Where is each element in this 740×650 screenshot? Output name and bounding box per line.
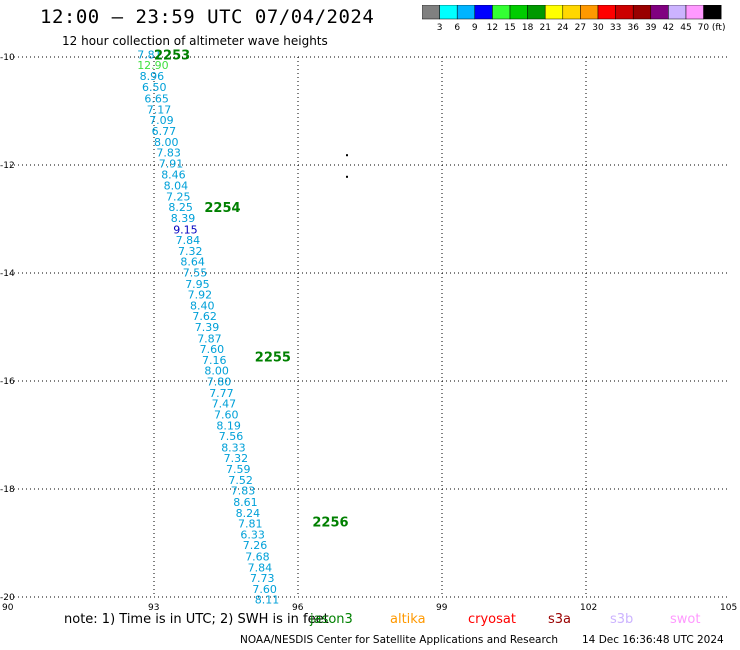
y-tick-label: -12 — [0, 161, 15, 171]
wave-height-point: 8.11 — [255, 594, 279, 607]
y-tick-label: -10 — [0, 53, 15, 63]
wave-height-point: 7.81 — [238, 518, 263, 531]
wave-height-point: 8.04 — [164, 180, 189, 193]
wave-height-point: 7.32 — [224, 452, 249, 465]
x-tick-label: 99 — [436, 603, 448, 612]
wave-height-point: 7.56 — [219, 430, 244, 443]
colorbar-label: 3 — [437, 23, 443, 33]
wave-height-point: 7.73 — [250, 572, 275, 585]
time-label: 2256 — [312, 515, 348, 530]
x-tick-label: 105 — [720, 603, 737, 612]
wave-height-chart: 90 93 96 99 102 105-10-12-14-16-18-207.8112.9… — [0, 48, 737, 612]
wave-height-point: 7.47 — [212, 398, 237, 411]
wave-height-point: 7.68 — [245, 551, 270, 564]
x-tick-label: 96 — [292, 603, 304, 612]
wave-height-point: 8.24 — [236, 507, 261, 520]
satellite-legend-s3b: s3b — [610, 612, 634, 627]
wave-height-point: 8.00 — [154, 136, 179, 149]
wave-height-point: 7.39 — [195, 321, 220, 334]
wave-height-point: 8.46 — [161, 169, 186, 182]
wave-height-point: 7.77 — [209, 387, 234, 400]
satellite-legend-altika: altika — [390, 612, 426, 627]
wave-height-point: 8.61 — [233, 496, 258, 509]
page-subtitle: 12 hour collection of altimeter wave hei… — [62, 34, 328, 48]
wave-height-point: 7.84 — [176, 234, 201, 247]
time-label: 2253 — [154, 48, 190, 63]
credit-text: NOAA/NESDIS Center for Satellite Applica… — [240, 634, 558, 646]
wave-height-point: 8.25 — [168, 201, 193, 214]
x-tick-label: 102 — [580, 603, 597, 612]
wave-height-point: 8.96 — [140, 70, 165, 83]
wave-height-point: 8.39 — [171, 212, 196, 225]
isolated-mark — [346, 154, 348, 157]
wave-height-point: 12.90 — [137, 59, 169, 72]
colorbar-label: 39 — [645, 23, 657, 33]
wave-height-point: 7.80 — [207, 376, 232, 389]
x-tick-label: 90 — [2, 603, 14, 612]
colorbar-label: 18 — [522, 23, 534, 33]
wave-height-point: 6.33 — [240, 528, 265, 541]
wave-height-point: 8.19 — [216, 419, 241, 432]
wave-height-point: 7.83 — [231, 485, 256, 498]
colorbar-label: 21 — [539, 23, 550, 33]
colorbar-label: 15 — [504, 23, 515, 33]
satellite-legend-cryosat: cryosat — [468, 612, 516, 627]
wave-height-point: 7.32 — [178, 245, 203, 258]
wave-height-point: 8.64 — [180, 256, 205, 269]
colorbar-label: 42 — [663, 23, 674, 33]
wave-height-point: 7.09 — [149, 114, 174, 127]
satellite-legend-swot: swot — [670, 612, 701, 627]
colorbar-swatch — [703, 5, 722, 20]
satellite-legend-jason3: jason3 — [310, 612, 353, 627]
wave-height-point: 7.83 — [156, 147, 181, 160]
wave-height-point: 7.52 — [228, 474, 253, 487]
wave-height-point: 8.40 — [190, 299, 215, 312]
wave-height-point: 7.62 — [192, 310, 217, 323]
colorbar-label: 45 — [680, 23, 691, 33]
y-tick-label: -18 — [0, 485, 15, 495]
wave-height-point: 7.95 — [185, 278, 210, 291]
colorbar-label: 70 (ft) — [698, 23, 726, 33]
colorbar-label: 24 — [557, 23, 569, 33]
y-tick-label: -14 — [0, 269, 15, 279]
wave-height-point: 7.17 — [147, 103, 172, 116]
colorbar-label: 27 — [575, 23, 586, 33]
wave-height-point: 7.60 — [200, 343, 225, 356]
y-tick-label: -16 — [0, 377, 15, 387]
wave-height-point: 7.25 — [166, 190, 191, 203]
footer-note: note: 1) Time is in UTC; 2) SWH is in fe… — [64, 612, 329, 627]
satellite-legend-s3a: s3a — [548, 612, 572, 627]
wave-height-point: 7.84 — [248, 561, 273, 574]
wave-height-point: 9.15 — [173, 223, 198, 236]
x-tick-label: 93 — [148, 603, 159, 612]
colorbar-label: 6 — [454, 23, 460, 33]
wave-height-point: 7.87 — [197, 332, 222, 345]
wave-height-point: 8.00 — [204, 365, 229, 378]
color-scale-legend: 3 6 9 12 15 18 21 24 27 30 33 36 39 42 45 70 (ft) — [422, 5, 726, 33]
wave-height-point: 7.16 — [202, 354, 227, 367]
wave-height-point: 6.77 — [152, 125, 177, 138]
time-label: 2255 — [255, 351, 291, 366]
colorbar-label: 36 — [627, 23, 639, 33]
wave-height-point: 7.60 — [252, 583, 277, 596]
wave-height-point: 6.50 — [142, 81, 167, 94]
y-tick-label: -20 — [0, 593, 15, 603]
page-title: 12:00 – 23:59 UTC 07/04/2024 — [40, 6, 375, 28]
wave-height-point: 8.33 — [221, 441, 246, 454]
time-label: 2254 — [204, 201, 240, 216]
wave-height-point: 7.91 — [159, 157, 184, 170]
colorbar-label: 9 — [472, 23, 478, 33]
colorbar-label: 33 — [610, 23, 621, 33]
wave-height-point: 7.60 — [214, 408, 239, 421]
wave-height-point: 7.26 — [243, 539, 267, 552]
wave-height-point: 7.59 — [226, 463, 251, 476]
wave-height-point: 7.92 — [188, 289, 213, 302]
wave-height-point: 7.55 — [183, 266, 208, 279]
generated-timestamp: 14 Dec 16:36:48 UTC 2024 — [582, 634, 724, 646]
colorbar-label: 30 — [592, 23, 604, 33]
isolated-mark — [346, 175, 348, 178]
wave-height-point: 6.65 — [144, 93, 169, 106]
wave-height-point: 7.81 — [137, 48, 162, 61]
colorbar-label: 12 — [487, 23, 498, 33]
